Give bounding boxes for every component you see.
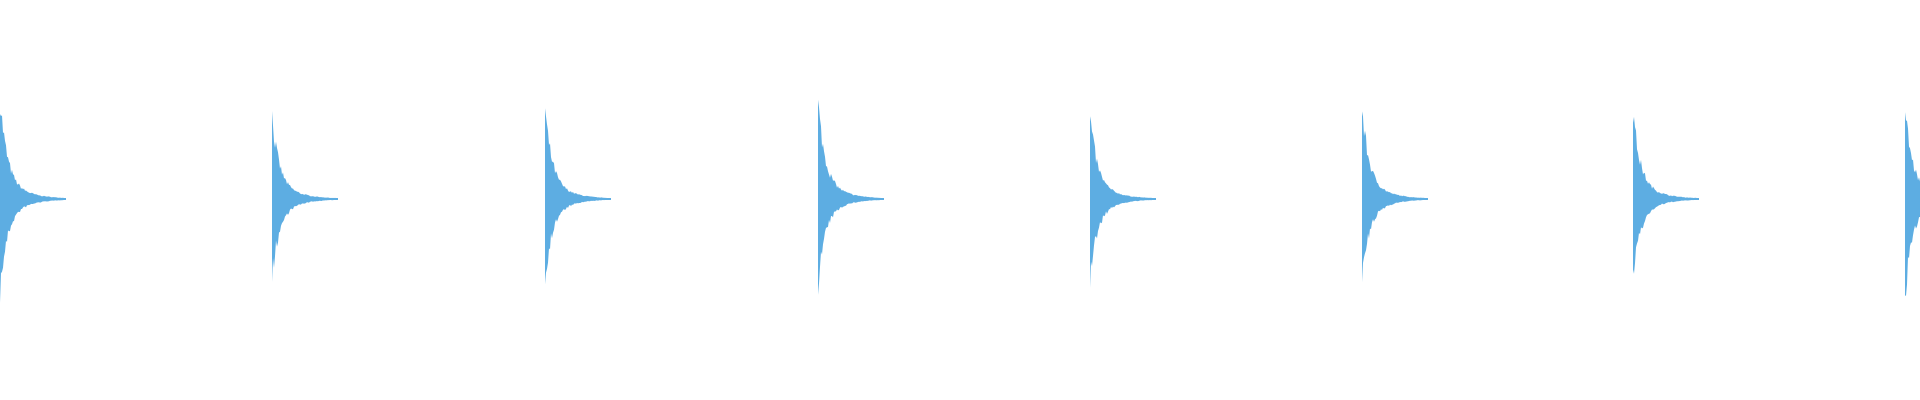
transient bbox=[272, 111, 338, 282]
transient bbox=[818, 99, 884, 295]
transient bbox=[0, 114, 66, 303]
transient bbox=[1362, 111, 1428, 283]
transient bbox=[1905, 112, 1920, 296]
transient bbox=[545, 108, 611, 285]
transient bbox=[1090, 116, 1156, 288]
transient bbox=[1633, 116, 1699, 274]
